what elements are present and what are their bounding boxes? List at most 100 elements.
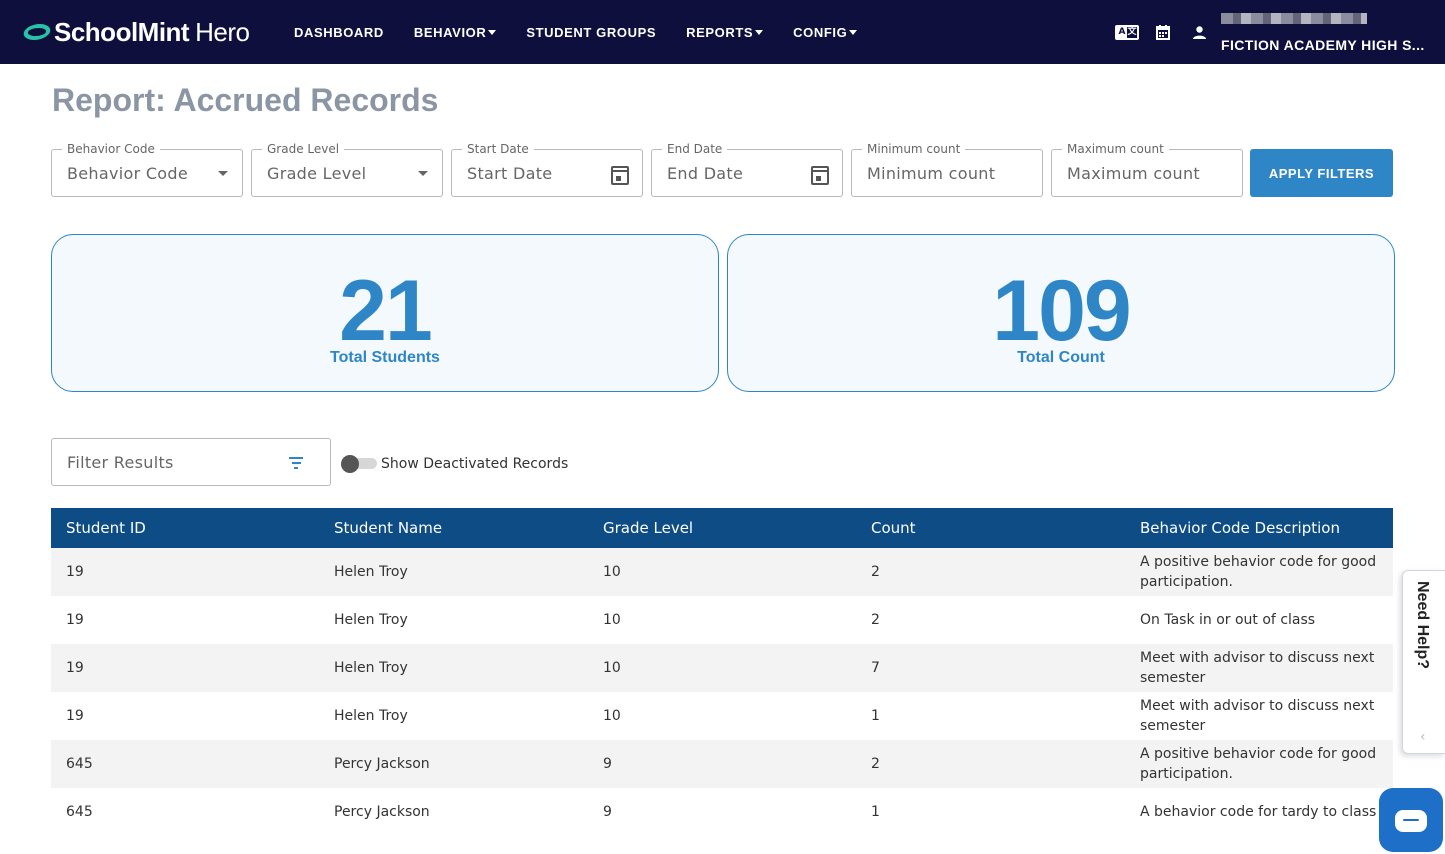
calendar-icon[interactable] [811,166,829,185]
caret-down-icon [488,29,497,35]
cell-count: 1 [871,708,880,724]
grade-level-select[interactable]: Grade Level Grade Level [251,142,443,197]
need-help-label: Need Help? [1414,581,1431,670]
caret-down-icon [218,171,228,176]
cell-grade-level: 10 [603,612,621,628]
calendar-icon[interactable] [1151,20,1175,44]
nav-dashboard[interactable]: DASHBOARD [294,24,384,40]
calendar-icon[interactable] [611,166,629,185]
filter-results-placeholder: Filter Results [67,453,174,472]
total-count-label: Total Count [1017,349,1105,366]
column-header-student-id[interactable]: Student ID [66,519,146,537]
total-students-value: 21 [339,263,433,359]
grade-level-value: Grade Level [267,164,367,183]
column-header-count[interactable]: Count [871,519,916,537]
cell-count: 2 [871,612,880,628]
maximum-count-label: Maximum count [1062,142,1169,156]
behavior-code-select[interactable]: Behavior Code Behavior Code [51,142,243,197]
filter-icon[interactable] [289,457,303,469]
table-row[interactable]: 19 Helen Troy 10 7 Meet with advisor to … [51,644,1393,692]
table-row[interactable]: 19 Helen Troy 10 2 On Task in or out of … [51,596,1393,644]
schoolmint-logo[interactable]: SchoolMint Hero [21,16,250,47]
total-count-card: 109 Total Count [727,234,1395,392]
nav-reports[interactable]: REPORTS [686,25,764,40]
user-icon[interactable] [1187,20,1211,44]
cell-student-id: 645 [66,756,93,772]
cell-description: On Task in or out of class [1140,612,1316,628]
column-header-student-name[interactable]: Student Name [334,519,443,537]
cell-student-id: 645 [66,804,93,820]
total-students-card: 21 Total Students [51,234,719,392]
table-row[interactable]: 19 Helen Troy 10 2 A positive behavior c… [51,548,1393,596]
cell-grade-level: 9 [603,804,612,820]
minimum-count-label: Minimum count [862,142,966,156]
nav-student-groups[interactable]: STUDENT GROUPS [526,24,657,40]
cell-description: Meet with advisor to discuss next semest… [1140,650,1375,686]
cell-grade-level: 9 [603,756,612,772]
cell-grade-level: 10 [603,660,621,676]
chevron-left-icon: ‹ [1420,729,1426,745]
table-row[interactable]: 645 Percy Jackson 9 2 A positive behavio… [51,740,1393,788]
apply-filters-button[interactable]: APPLY FILTERS [1250,149,1393,197]
cell-grade-level: 10 [603,564,621,580]
chat-launcher-button[interactable] [1379,788,1443,852]
need-help-tab[interactable]: Need Help? ‹ [1402,570,1445,754]
caret-down-icon [418,171,428,176]
minimum-count-placeholder: Minimum count [867,164,996,183]
cell-description: A behavior code for tardy to class [1140,804,1377,820]
cell-student-id: 19 [66,564,84,580]
school-name: FICTION ACADEMY HIGH S... [1221,37,1425,53]
cell-student-name: Helen Troy [334,660,408,676]
chat-icon [1395,810,1427,832]
maximum-count-input[interactable]: Maximum count Maximum count [1051,142,1243,197]
cell-count: 7 [871,660,880,676]
brand-name: SchoolMint [54,16,190,47]
cell-student-id: 19 [66,612,84,628]
table-header: Student ID Student Name Grade Level Coun… [51,508,1393,548]
table-row[interactable]: 19 Helen Troy 10 1 Meet with advisor to … [51,692,1393,740]
filter-results-input[interactable]: Filter Results [51,438,331,486]
cell-description: A positive behavior code for good partic… [1140,746,1377,782]
cell-student-name: Helen Troy [334,612,408,628]
column-header-description[interactable]: Behavior Code Description [1140,519,1340,537]
caret-down-icon [849,29,858,35]
show-deactivated-label: Show Deactivated Records [381,456,569,472]
column-header-grade-level[interactable]: Grade Level [603,519,694,537]
total-students-label: Total Students [330,349,440,366]
cell-student-id: 19 [66,660,84,676]
start-date-placeholder: Start Date [467,164,553,183]
nav-config[interactable]: CONFIG [793,25,858,40]
cell-grade-level: 10 [603,708,621,724]
cell-student-name: Helen Troy [334,708,408,724]
user-menu[interactable]: FICTION ACADEMY HIGH S... [1221,0,1445,64]
end-date-input[interactable]: End Date End Date [651,142,843,197]
nav-menu: DASHBOARD BEHAVIOR STUDENT GROUPS REPORT… [294,0,887,64]
cell-student-id: 19 [66,708,84,724]
total-count-value: 109 [992,263,1132,359]
start-date-label: Start Date [462,142,534,156]
cell-description: A positive behavior code for good partic… [1140,554,1377,590]
table-row[interactable]: 645 Percy Jackson 9 1 A behavior code fo… [51,788,1393,836]
caret-down-icon [755,29,764,35]
cell-count: 2 [871,564,880,580]
maximum-count-placeholder: Maximum count [1067,164,1200,183]
cell-student-name: Helen Troy [334,564,408,580]
minimum-count-input[interactable]: Minimum count Minimum count [851,142,1043,197]
cell-count: 2 [871,756,880,772]
brand-suffix: Hero [195,16,250,47]
start-date-input[interactable]: Start Date Start Date [451,142,643,197]
nav-behavior[interactable]: BEHAVIOR [414,25,497,40]
end-date-placeholder: End Date [667,164,744,183]
accrued-records-table: Student ID Student Name Grade Level Coun… [51,508,1393,836]
grade-level-label: Grade Level [262,142,345,156]
page-title: Report: Accrued Records [52,82,439,118]
behavior-code-value: Behavior Code [67,164,188,183]
logo-mark-icon [21,24,53,40]
show-deactivated-toggle[interactable] [341,455,377,473]
end-date-label: End Date [662,142,728,156]
cell-description: Meet with advisor to discuss next semest… [1140,698,1375,734]
redacted-username [1221,13,1367,24]
top-navbar: SchoolMint Hero DASHBOARD BEHAVIOR STUDEN… [0,0,1445,64]
